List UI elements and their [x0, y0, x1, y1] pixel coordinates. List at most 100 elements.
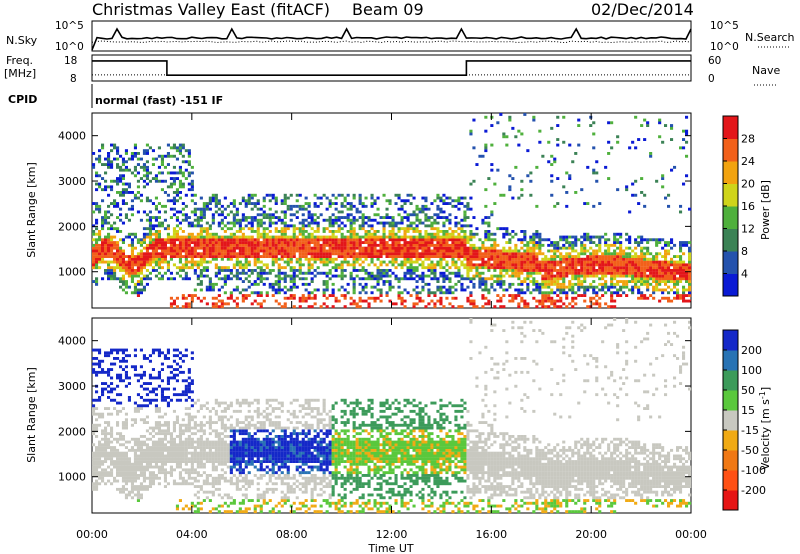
- data-cell: [92, 280, 96, 283]
- data-cell: [538, 291, 542, 295]
- data-cell: [535, 282, 539, 286]
- data-cell: [247, 252, 251, 256]
- data-cell: [577, 280, 581, 283]
- data-cell: [104, 235, 108, 239]
- data-cell: [154, 457, 158, 461]
- data-cell: [559, 263, 563, 267]
- data-cell: [145, 357, 149, 360]
- data-cell: [220, 299, 224, 303]
- data-cell: [532, 296, 536, 300]
- data-cell: [391, 230, 395, 233]
- data-cell: [110, 149, 114, 153]
- data-cell: [127, 274, 131, 278]
- data-cell: [385, 263, 389, 267]
- data-cell: [229, 202, 233, 205]
- data-cell: [607, 152, 611, 155]
- data-cell: [119, 255, 123, 258]
- data-cell: [517, 238, 521, 242]
- data-cell: [466, 235, 470, 239]
- data-cell: [667, 249, 671, 253]
- data-cell: [98, 232, 102, 236]
- data-cell: [160, 204, 164, 208]
- data-cell: [574, 296, 578, 300]
- data-cell: [280, 218, 284, 222]
- data-cell: [145, 232, 149, 236]
- data-cell: [574, 291, 578, 295]
- data-cell: [130, 462, 134, 466]
- data-cell: [307, 202, 311, 205]
- data-cell: [373, 241, 377, 244]
- data-cell: [301, 232, 305, 236]
- data-cell: [643, 266, 647, 270]
- data-cell: [364, 269, 368, 272]
- data-cell: [619, 271, 623, 275]
- data-cell: [145, 421, 149, 424]
- data-cell: [151, 351, 155, 355]
- data-cell: [202, 257, 206, 261]
- data-cell: [553, 302, 557, 306]
- data-cell: [104, 213, 108, 217]
- data-cell: [574, 263, 578, 267]
- data-cell: [289, 218, 293, 222]
- data-cell: [403, 227, 407, 231]
- data-cell: [184, 177, 188, 180]
- data-cell: [325, 235, 329, 239]
- data-cell: [544, 277, 548, 281]
- data-cell: [169, 216, 173, 219]
- data-cell: [364, 249, 368, 253]
- data-cell: [430, 266, 434, 270]
- cpid-text: normal (fast) -151 IF: [95, 94, 223, 107]
- data-cell: [331, 305, 335, 309]
- data-cell: [256, 221, 260, 225]
- data-cell: [634, 246, 638, 250]
- data-cell: [646, 238, 650, 242]
- data-cell: [436, 249, 440, 253]
- data-cell: [322, 227, 326, 231]
- data-cell: [280, 288, 284, 292]
- data-cell: [271, 249, 275, 253]
- data-cell: [370, 271, 374, 275]
- data-cell: [403, 249, 407, 253]
- data-cell: [616, 271, 620, 275]
- data-cell: [160, 154, 164, 158]
- data-cell: [121, 277, 125, 281]
- data-cell: [163, 448, 167, 452]
- data-cell: [589, 235, 593, 239]
- data-cell: [190, 232, 194, 236]
- data-cell: [514, 274, 518, 278]
- data-cell: [199, 227, 203, 231]
- data-cell: [160, 188, 164, 192]
- data-cell: [268, 218, 272, 222]
- data-cell: [574, 249, 578, 253]
- data-cell: [217, 202, 221, 205]
- data-cell: [107, 246, 111, 250]
- data-cell: [616, 188, 620, 192]
- data-cell: [142, 487, 146, 491]
- data-cell: [274, 235, 278, 239]
- data-cell: [604, 285, 608, 289]
- data-cell: [493, 182, 497, 186]
- data-cell: [310, 218, 314, 222]
- data-cell: [553, 280, 557, 283]
- data-cell: [124, 285, 128, 289]
- data-cell: [529, 249, 533, 253]
- data-cell: [157, 263, 161, 267]
- data-cell: [613, 252, 617, 256]
- data-cell: [625, 285, 629, 289]
- data-cell: [565, 269, 569, 272]
- data-cell: [313, 235, 317, 239]
- data-cell: [529, 179, 533, 183]
- data-cell: [604, 257, 608, 261]
- data-cell: [358, 210, 362, 214]
- data-cell: [568, 255, 572, 258]
- data-cell: [301, 204, 305, 208]
- data-cell: [385, 252, 389, 256]
- data-cell: [499, 249, 503, 253]
- data-cell: [92, 210, 96, 214]
- data-cell: [104, 454, 108, 458]
- data-cell: [547, 238, 551, 242]
- data-cell: [382, 238, 386, 242]
- data-cell: [463, 277, 467, 281]
- data-cell: [367, 252, 371, 256]
- data-cell: [205, 260, 209, 264]
